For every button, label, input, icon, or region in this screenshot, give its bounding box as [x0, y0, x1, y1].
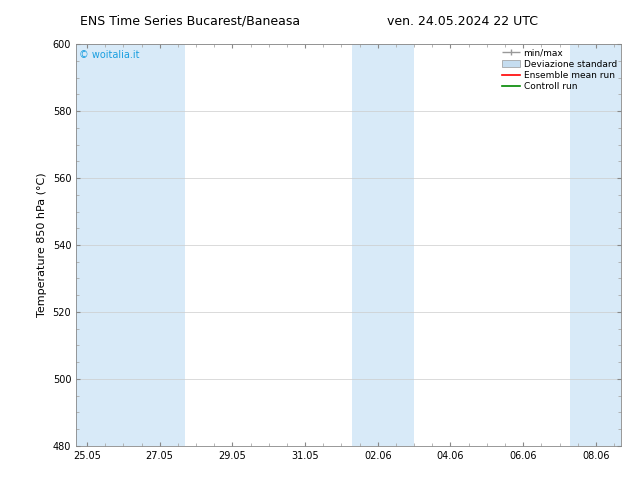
- Bar: [353, 44, 414, 446]
- Legend: min/max, Deviazione standard, Ensemble mean run, Controll run: min/max, Deviazione standard, Ensemble m…: [499, 46, 619, 94]
- Text: ven. 24.05.2024 22 UTC: ven. 24.05.2024 22 UTC: [387, 15, 538, 28]
- Bar: [76, 44, 124, 446]
- Text: © woitalia.it: © woitalia.it: [79, 50, 139, 60]
- Bar: [124, 44, 185, 446]
- Bar: [571, 44, 621, 446]
- Y-axis label: Temperature 850 hPa (°C): Temperature 850 hPa (°C): [37, 172, 47, 318]
- Text: ENS Time Series Bucarest/Baneasa: ENS Time Series Bucarest/Baneasa: [80, 15, 301, 28]
